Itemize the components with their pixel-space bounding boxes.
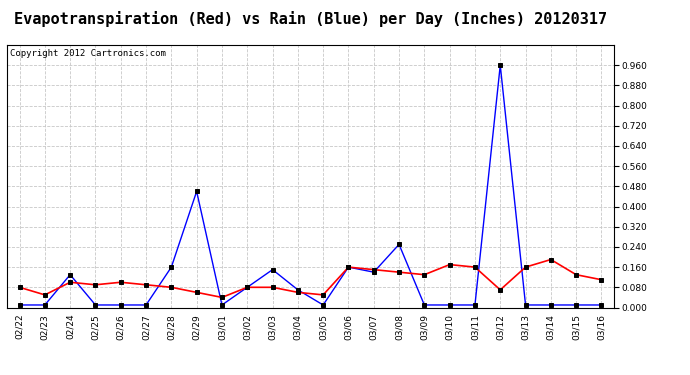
Text: Copyright 2012 Cartronics.com: Copyright 2012 Cartronics.com — [10, 49, 166, 58]
Text: Evapotranspiration (Red) vs Rain (Blue) per Day (Inches) 20120317: Evapotranspiration (Red) vs Rain (Blue) … — [14, 11, 607, 27]
